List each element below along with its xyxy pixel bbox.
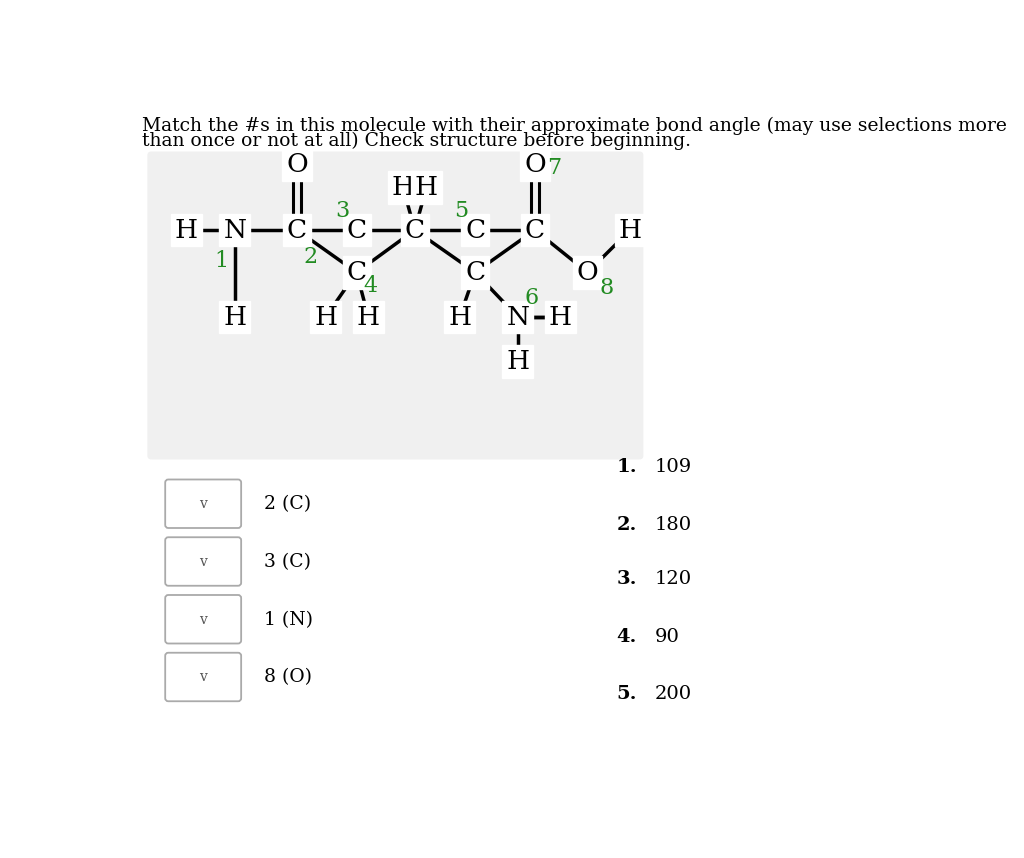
Text: H: H bbox=[506, 349, 529, 374]
Text: 180: 180 bbox=[655, 516, 692, 534]
Text: v: v bbox=[200, 613, 207, 626]
Text: 2 (C): 2 (C) bbox=[263, 495, 310, 513]
Text: 5.: 5. bbox=[616, 686, 637, 704]
Text: 3: 3 bbox=[336, 200, 350, 221]
Text: C: C bbox=[287, 218, 307, 243]
Text: O: O bbox=[524, 152, 546, 177]
Text: O: O bbox=[286, 152, 308, 177]
FancyBboxPatch shape bbox=[147, 152, 643, 460]
Text: H: H bbox=[314, 305, 337, 329]
Text: 4.: 4. bbox=[616, 627, 637, 645]
Text: 8 (O): 8 (O) bbox=[263, 668, 311, 686]
Text: 6: 6 bbox=[524, 287, 539, 309]
Text: H: H bbox=[549, 305, 572, 329]
Text: 4: 4 bbox=[364, 275, 378, 297]
Text: C: C bbox=[404, 218, 425, 243]
Text: C: C bbox=[525, 218, 545, 243]
Text: v: v bbox=[200, 670, 207, 685]
FancyBboxPatch shape bbox=[165, 480, 241, 528]
Text: H: H bbox=[174, 218, 198, 243]
Text: C: C bbox=[465, 218, 485, 243]
Text: 3 (C): 3 (C) bbox=[263, 553, 310, 571]
Text: than once or not at all) Check structure before beginning.: than once or not at all) Check structure… bbox=[142, 132, 691, 150]
Text: 120: 120 bbox=[655, 570, 692, 588]
FancyBboxPatch shape bbox=[165, 595, 241, 644]
Text: C: C bbox=[346, 260, 367, 285]
Text: 1.: 1. bbox=[616, 458, 637, 476]
Text: v: v bbox=[200, 555, 207, 569]
Text: 2: 2 bbox=[304, 246, 318, 268]
Text: v: v bbox=[200, 497, 207, 511]
Text: 5: 5 bbox=[455, 200, 468, 221]
Text: H: H bbox=[223, 305, 247, 329]
Text: 7: 7 bbox=[547, 157, 561, 179]
Text: 200: 200 bbox=[655, 686, 692, 704]
Text: 109: 109 bbox=[655, 458, 692, 476]
Text: 1 (N): 1 (N) bbox=[263, 611, 312, 629]
Text: C: C bbox=[346, 218, 367, 243]
FancyBboxPatch shape bbox=[165, 537, 241, 586]
Text: H: H bbox=[391, 175, 415, 200]
FancyBboxPatch shape bbox=[165, 653, 241, 701]
Text: H: H bbox=[449, 305, 471, 329]
Text: 8: 8 bbox=[600, 277, 614, 299]
Text: 90: 90 bbox=[655, 627, 680, 645]
Text: 1: 1 bbox=[214, 250, 228, 272]
Text: Match the #s in this molecule with their approximate bond angle (may use selecti: Match the #s in this molecule with their… bbox=[142, 117, 1007, 135]
Text: H: H bbox=[356, 305, 380, 329]
Text: N: N bbox=[223, 218, 247, 243]
Text: H: H bbox=[618, 218, 642, 243]
Text: N: N bbox=[506, 305, 529, 329]
Text: 2.: 2. bbox=[616, 516, 637, 534]
Text: O: O bbox=[577, 260, 598, 285]
Text: C: C bbox=[465, 260, 485, 285]
Text: H: H bbox=[415, 175, 438, 200]
Text: 3.: 3. bbox=[616, 570, 637, 588]
